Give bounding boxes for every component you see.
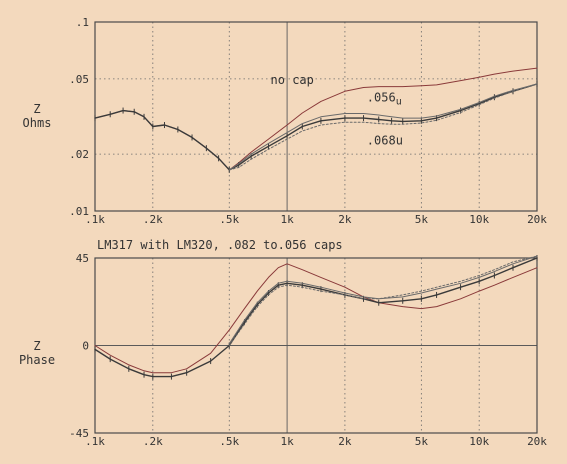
x-tick-label: .2k (143, 435, 163, 448)
annotation-subscript: u (396, 96, 402, 107)
x-tick-label: 10k (469, 213, 489, 226)
y-tick-label: .1 (76, 16, 89, 29)
x-tick-label: 1k (280, 435, 294, 448)
x-tick-label: 2k (338, 435, 352, 448)
y-axis-label-line: Ohms (23, 116, 52, 130)
y-tick-label: 0 (82, 340, 89, 353)
x-tick-label: .2k (143, 213, 163, 226)
series-line-c082 (94, 83, 538, 171)
x-tick-label: 2k (338, 213, 352, 226)
y-tick-label: 45 (76, 252, 89, 265)
series-line-c056 (228, 255, 538, 345)
x-tick-label: 1k (280, 213, 294, 226)
x-tick-label: 10k (469, 435, 489, 448)
y-axis-label-line: Z (33, 102, 40, 116)
y-tick-label: .05 (69, 73, 89, 86)
phase-chart: .1k .2k .5k 1k 2k 5k 10k 20k 45 0 -45 Z Phase LM317 w… (19, 238, 547, 448)
x-tick-label: .1k (85, 435, 105, 448)
y-axis-label: Z Ohms (23, 102, 52, 130)
x-tick-label: .5k (219, 435, 239, 448)
x-tick-label: .1k (85, 213, 105, 226)
y-axis-label: Z Phase (19, 339, 55, 367)
x-tick-label: 5k (415, 213, 429, 226)
annotation-label: .056u (367, 90, 402, 107)
series-line-nocap (94, 263, 538, 374)
annotation-label: no cap (271, 73, 314, 87)
plot-frame (94, 21, 538, 212)
y-axis-label-line: Phase (19, 353, 55, 367)
x-tick-label: 5k (415, 435, 429, 448)
magnitude-chart: .1k .2k .5k 1k 2k 5k 10k 20k .01 .02 .05 .1 Z Ohms no … (23, 16, 548, 226)
series-line-c056 (228, 83, 538, 171)
chart-title: LM317 with LM320, .082 to.056 caps (97, 238, 343, 252)
x-tick-label: .5k (219, 213, 239, 226)
series-line-c068 (228, 255, 538, 346)
annotation-label: .068u (367, 133, 403, 147)
y-tick-label: .02 (69, 148, 89, 161)
y-tick-label: -45 (69, 427, 89, 440)
series-line-c068 (228, 83, 538, 171)
y-axis-label-line: Z (33, 339, 40, 353)
x-tick-label: 20k (527, 435, 547, 448)
y-tick-label: .01 (69, 205, 89, 218)
x-tick-label: 20k (527, 213, 547, 226)
